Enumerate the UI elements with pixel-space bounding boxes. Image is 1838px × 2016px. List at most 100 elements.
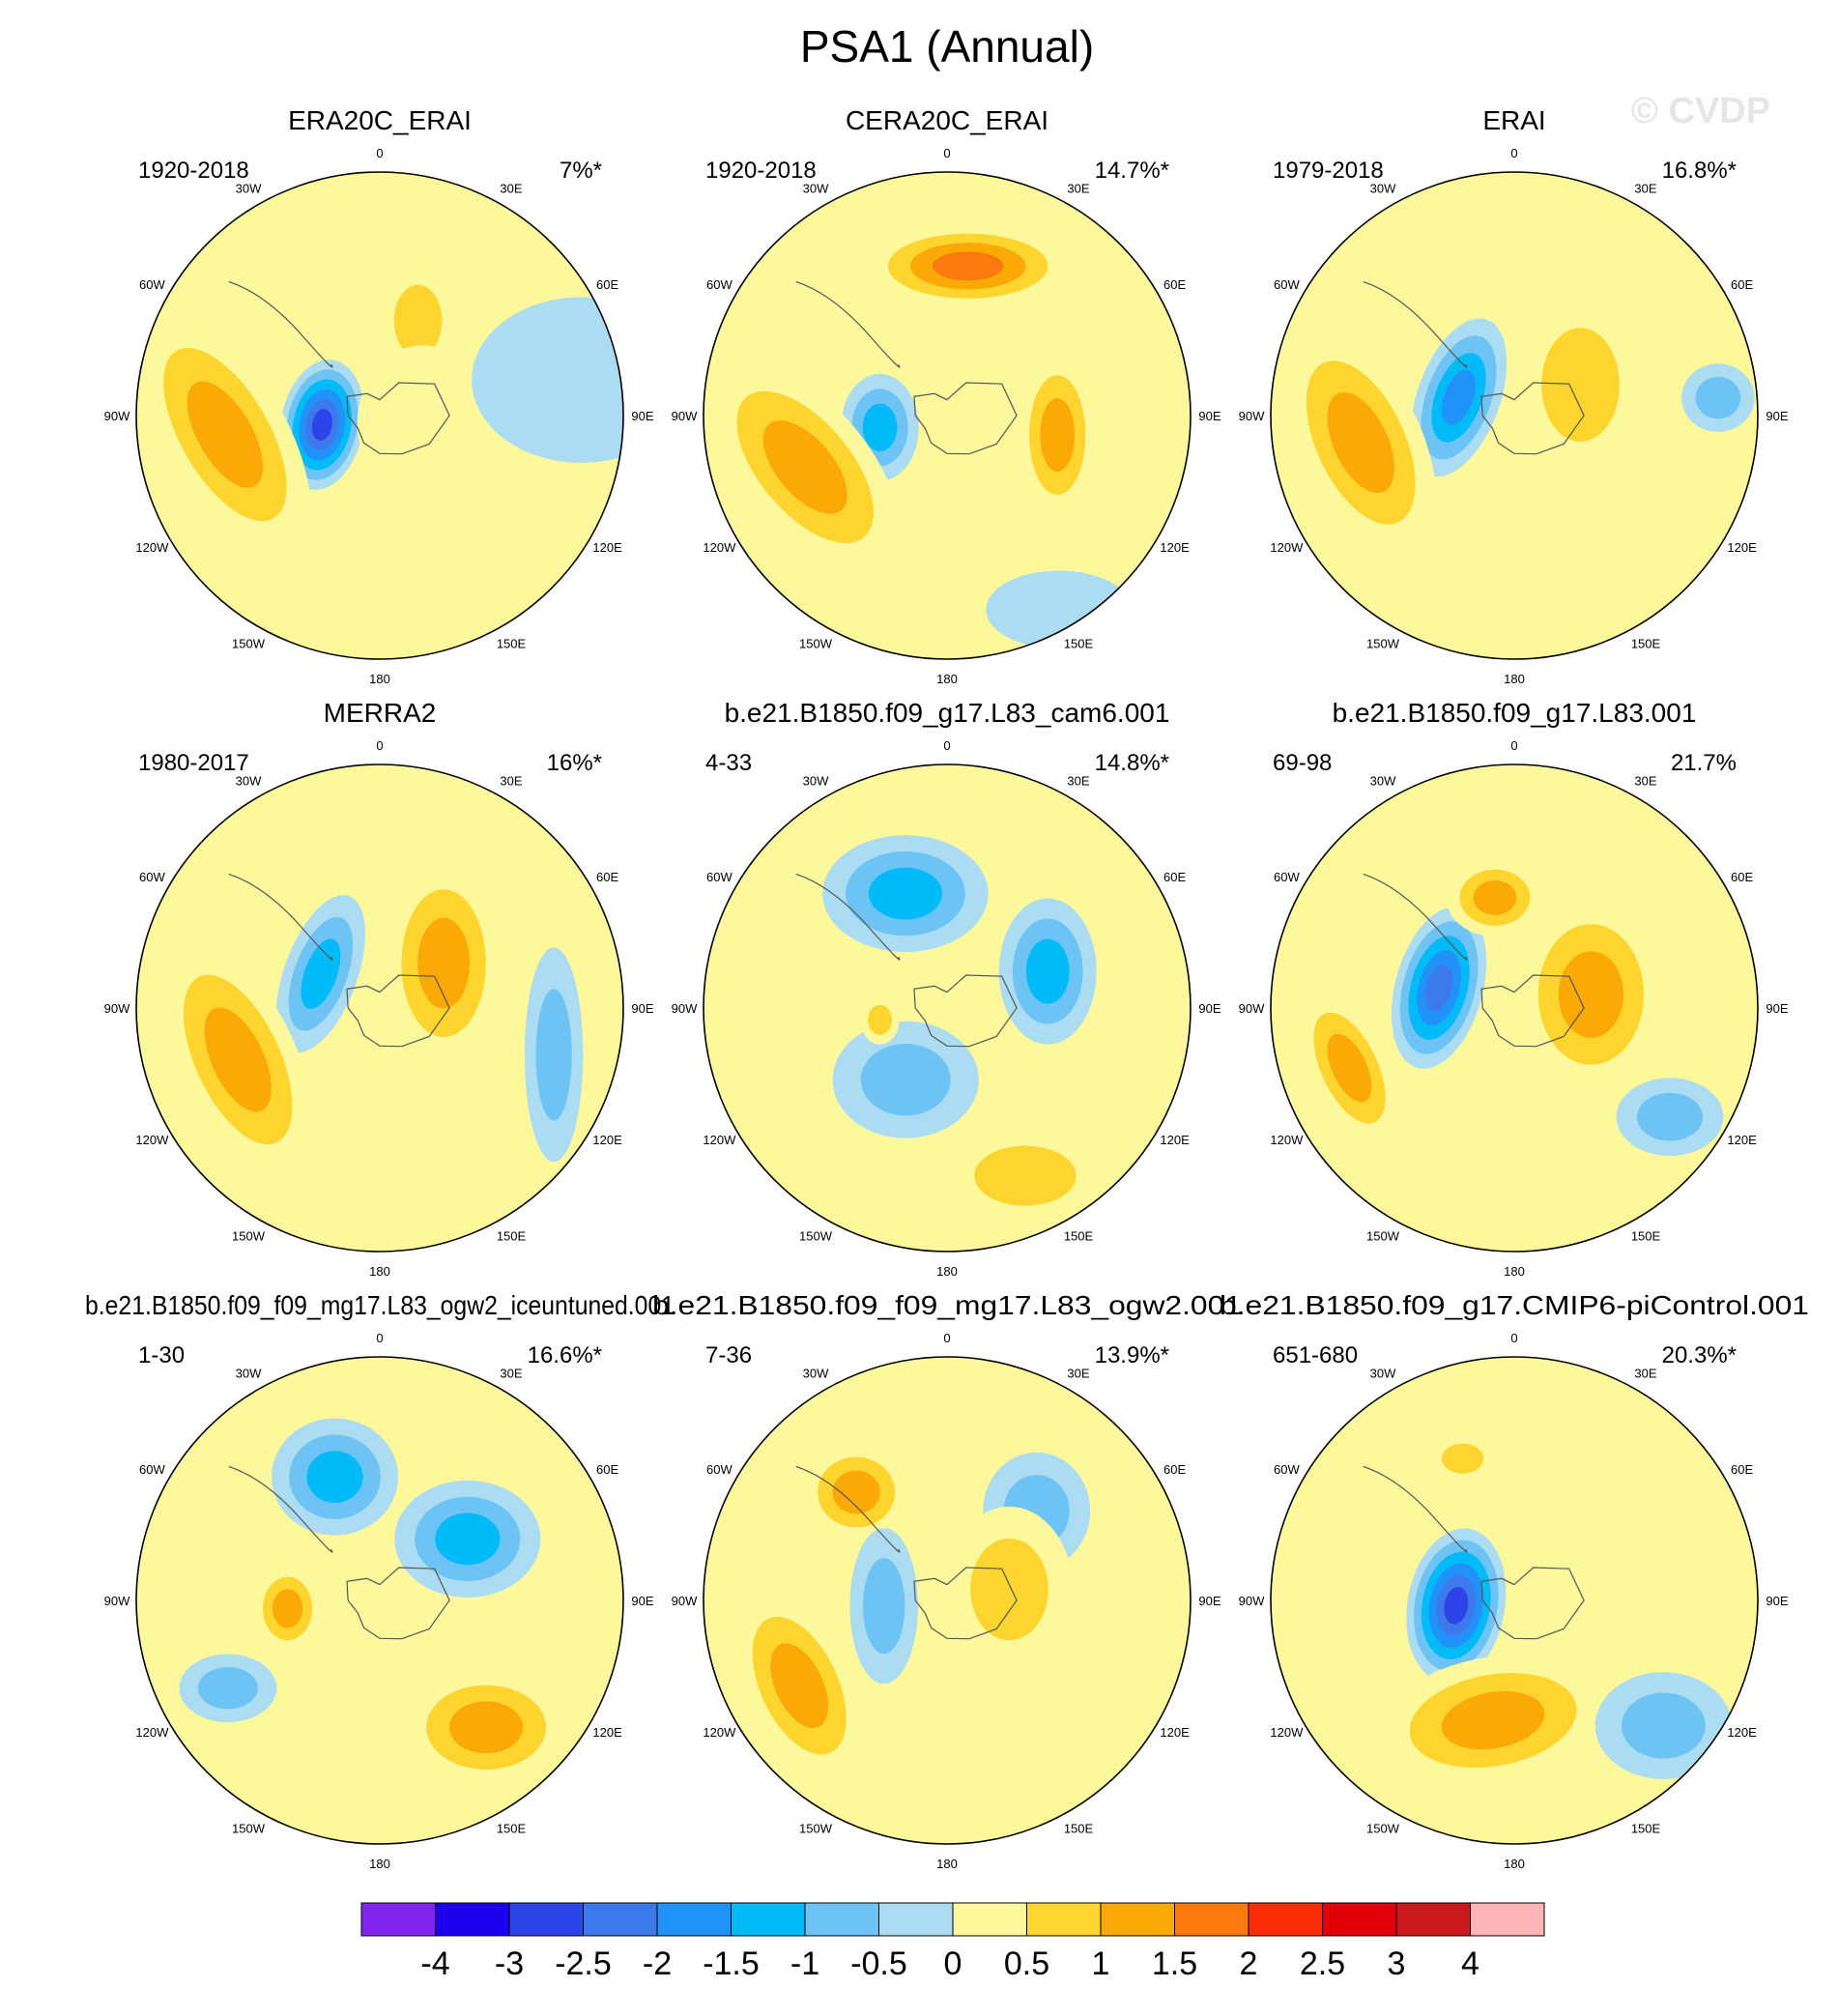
longitude-label: 120W bbox=[703, 1725, 736, 1740]
longitude-label: 90W bbox=[104, 1594, 130, 1608]
coastline-south-america bbox=[228, 1465, 333, 1553]
anomaly-center bbox=[942, 1127, 1108, 1224]
longitude-label: 90W bbox=[1239, 1001, 1265, 1016]
longitude-label: 90W bbox=[104, 409, 130, 423]
colorbar-tick-label: -2 bbox=[643, 1945, 672, 1982]
contour-level bbox=[868, 867, 943, 920]
longitude-label: 180 bbox=[1504, 1857, 1525, 1871]
longitude-label: 150W bbox=[232, 1229, 266, 1244]
longitude-label: 0 bbox=[1510, 1331, 1517, 1345]
contour-level bbox=[986, 570, 1133, 649]
colorbar-box bbox=[804, 1902, 879, 1937]
anomaly-center bbox=[1300, 991, 1399, 1145]
longitude-label: 120E bbox=[1160, 1133, 1190, 1147]
longitude-label: 180 bbox=[1504, 1264, 1525, 1279]
map-panel: b.e21.B1850.f09_f09_mg17.L83_ogw2_iceunt… bbox=[85, 1290, 675, 1871]
contour-level bbox=[357, 345, 489, 502]
contour-level bbox=[970, 1538, 1048, 1641]
longitude-label: 30E bbox=[1067, 1366, 1089, 1380]
anomaly-center bbox=[1594, 1672, 1732, 1779]
map-background bbox=[136, 1357, 623, 1844]
anomaly-center bbox=[162, 941, 314, 1177]
watermark: © CVDP bbox=[1631, 91, 1770, 131]
contour-level bbox=[1695, 376, 1741, 419]
anomaly-center bbox=[849, 1528, 918, 1685]
coastline-south-america bbox=[795, 873, 901, 961]
panel-title: b.e21.B1850.f09_f09_mg17.L83_ogw2_iceunt… bbox=[85, 1290, 675, 1320]
contour-level bbox=[204, 1007, 272, 1112]
longitude-label: 120E bbox=[1727, 1725, 1757, 1740]
map-border bbox=[135, 763, 624, 1253]
map-border bbox=[703, 763, 1192, 1253]
panel-title: CERA20C_ERAI bbox=[846, 105, 1048, 135]
longitude-label: 120W bbox=[135, 540, 169, 555]
map-border bbox=[1270, 171, 1759, 660]
anomaly-center bbox=[139, 314, 311, 555]
colorbar: -4 -3 -2.5 -2 -1.5 -1 -0.5 0 0.5 1 1.5 2 2.5 3 4 bbox=[360, 1902, 1545, 1982]
map-border bbox=[1270, 763, 1759, 1253]
anomaly-center bbox=[1681, 363, 1755, 432]
anomaly-center bbox=[1446, 858, 1544, 937]
coastline-antarctica bbox=[346, 1567, 450, 1640]
longitude-label: 150W bbox=[799, 1822, 833, 1836]
longitude-label: 120E bbox=[1727, 1133, 1757, 1147]
panel-variance: 14.8%* bbox=[1095, 750, 1169, 776]
anomaly-center bbox=[860, 995, 900, 1045]
longitude-label: 0 bbox=[376, 1331, 383, 1345]
longitude-label: 60E bbox=[1163, 870, 1186, 884]
colorbar-box bbox=[360, 1902, 436, 1937]
longitude-label: 60E bbox=[596, 277, 618, 292]
longitude-label: 180 bbox=[936, 1264, 958, 1279]
longitude-label: 150E bbox=[1631, 1822, 1661, 1836]
longitude-label: 120E bbox=[592, 540, 622, 555]
panel-variance: 20.3%* bbox=[1662, 1342, 1737, 1368]
panel-years: 1979-2018 bbox=[1273, 158, 1384, 184]
anomaly-center bbox=[472, 297, 623, 463]
panel-title: b.e21.B1850.f09_g17.L83.001 bbox=[1333, 698, 1697, 728]
panel-variance: 14.7%* bbox=[1095, 158, 1169, 184]
coastline-antarctica bbox=[346, 974, 450, 1048]
colorbar-box bbox=[1100, 1902, 1175, 1937]
longitude-label: 180 bbox=[369, 1857, 390, 1871]
contour-level bbox=[187, 381, 264, 488]
anomaly-center bbox=[279, 360, 365, 490]
panel-years: 69-98 bbox=[1273, 750, 1332, 776]
map-panel: MERRA2 1980-2017 16%* 0 30E 60E 90E 120E 150E 180… bbox=[104, 698, 654, 1279]
longitude-label: 120E bbox=[592, 1725, 622, 1740]
contour-level bbox=[306, 1451, 363, 1503]
panel-variance: 16.8%* bbox=[1662, 158, 1737, 184]
map-panel: b.e21.B1850.f09_g17.L83_cam6.001 4-33 14.8… bbox=[672, 698, 1221, 1279]
longitude-label: 120E bbox=[592, 1133, 622, 1147]
map-panel: CERA20C_ERAI 1920-2018 14.7%* 0 30E 60E 90E 120… bbox=[672, 105, 1221, 686]
longitude-label: 180 bbox=[936, 1857, 958, 1871]
longitude-label: 60W bbox=[706, 870, 732, 884]
longitude-label: 60W bbox=[1274, 1462, 1300, 1477]
longitude-label: 120W bbox=[135, 1133, 169, 1147]
colorbar-box bbox=[1174, 1902, 1249, 1937]
panel-title: b.e21.B1850.f09_f09_mg17.L83_ogw2.001 bbox=[652, 1290, 1242, 1320]
contour-level bbox=[449, 1701, 524, 1754]
anomaly-center bbox=[1018, 352, 1097, 518]
colorbar-tick-label: -1.5 bbox=[703, 1945, 760, 1982]
longitude-label: 60E bbox=[1163, 277, 1186, 292]
longitude-label: 30E bbox=[1067, 181, 1089, 195]
longitude-label: 90W bbox=[672, 1001, 698, 1016]
contour-level bbox=[1558, 951, 1623, 1038]
panel-years: 1-30 bbox=[138, 1342, 185, 1368]
longitude-label: 90W bbox=[104, 1001, 130, 1016]
longitude-label: 90E bbox=[1198, 409, 1221, 423]
coastline-antarctica bbox=[913, 382, 1018, 455]
anomaly-center bbox=[357, 345, 489, 502]
contour-level bbox=[1622, 1692, 1706, 1759]
panel-years: 4-33 bbox=[705, 750, 752, 776]
longitude-label: 90W bbox=[1239, 409, 1265, 423]
longitude-label: 30W bbox=[803, 181, 829, 195]
colorbar-box bbox=[435, 1902, 510, 1937]
contour-level bbox=[770, 1643, 829, 1729]
coastline-south-america bbox=[228, 280, 333, 368]
longitude-label: 0 bbox=[376, 738, 383, 753]
longitude-label: 90W bbox=[1239, 1594, 1265, 1608]
contour-field bbox=[136, 172, 623, 659]
contour-level bbox=[472, 297, 623, 463]
longitude-label: 60E bbox=[596, 870, 618, 884]
